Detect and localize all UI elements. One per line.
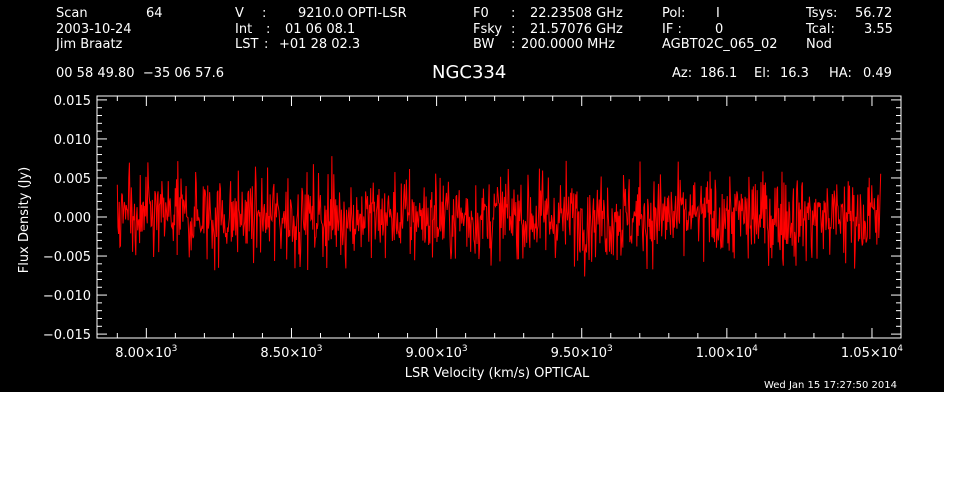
y-axis-title: Flux Density (Jy) <box>17 167 32 273</box>
bandwidth-separator: : <box>511 37 516 52</box>
elevation-value: 16.3 <box>780 66 809 81</box>
spectrum-plot-window: Scan 64 2003-10-24 Jim Braatz V : 9210.0… <box>0 0 944 392</box>
y-tick-label: −0.010 <box>43 289 91 304</box>
observing-mode: Nod <box>806 37 832 52</box>
integration-value: 01 06 08.1 <box>285 22 356 37</box>
x-tick-label: 1.00×104 <box>696 344 758 361</box>
velocity-label: V <box>235 6 244 21</box>
y-tick-label: −0.015 <box>43 328 91 343</box>
source-coordinates: 00 58 49.80 −35 06 57.6 <box>56 66 225 81</box>
sky-frequency-label: Fsky <box>473 22 503 37</box>
y-tick-label: 0.015 <box>54 94 91 109</box>
y-tick-label: 0.000 <box>54 211 91 226</box>
if-label: IF : <box>662 22 682 37</box>
rest-frequency-label: F0 <box>473 6 489 21</box>
axis-tick-layer <box>97 96 902 338</box>
x-tick-label: 8.50×103 <box>260 344 322 361</box>
date-stamp: Wed Jan 15 17:27:50 2014 <box>764 380 897 391</box>
velocity-value: 9210.0 OPTI-LSR <box>298 6 407 21</box>
observation-date: 2003-10-24 <box>56 22 132 37</box>
axis-label-layer: 8.00×103 8.50×103 9.00×103 9.50×103 1.00×104… <box>43 94 903 361</box>
integration-separator: : <box>266 22 271 37</box>
spectrum-trace <box>116 156 882 277</box>
rest-frequency-separator: : <box>511 6 516 21</box>
lst-value: +01 28 02.3 <box>279 37 361 52</box>
integration-label: Int <box>235 22 253 37</box>
x-axis-title: LSR Velocity (km/s) OPTICAL <box>405 366 590 381</box>
x-tick-label: 8.00×103 <box>115 344 177 361</box>
tsys-value: 56.72 <box>855 6 893 21</box>
scan-label: Scan <box>56 6 88 21</box>
spectrum-trace-layer <box>116 156 882 277</box>
x-tick-label: 9.00×103 <box>406 344 468 361</box>
hour-angle-label: HA: <box>829 66 852 81</box>
sky-frequency-value: 21.57076 GHz <box>530 22 623 37</box>
bandwidth-value: 200.0000 MHz <box>521 37 615 52</box>
bandwidth-label: BW <box>473 37 495 52</box>
velocity-separator: : <box>262 6 267 21</box>
rest-frequency-value: 22.23508 GHz <box>530 6 623 21</box>
project-id: AGBT02C_065_02 <box>662 37 778 52</box>
polarization-value: I <box>716 6 720 21</box>
lst-label: LST <box>235 37 259 52</box>
if-value: 0 <box>715 22 724 37</box>
polarization-label: Pol: <box>662 6 686 21</box>
elevation-label: El: <box>754 66 771 81</box>
sky-frequency-separator: : <box>511 22 516 37</box>
tcal-value: 3.55 <box>864 22 893 37</box>
spectrum-chart: 8.00×103 8.50×103 9.00×103 9.50×103 1.00×104… <box>17 94 903 391</box>
lst-separator: : <box>264 37 269 52</box>
y-tick-label: 0.010 <box>54 133 91 148</box>
hour-angle-value: 0.49 <box>863 66 892 81</box>
y-tick-label: −0.005 <box>43 250 91 265</box>
observer-name: Jim Braatz <box>56 37 123 52</box>
object-name: NGC334 <box>432 62 507 83</box>
y-tick-label: 0.005 <box>54 172 91 187</box>
scan-number: 64 <box>146 6 163 21</box>
tsys-label: Tsys: <box>806 6 838 21</box>
tcal-label: Tcal: <box>806 22 835 37</box>
x-tick-label: 1.05×104 <box>841 344 903 361</box>
azimuth-value: 186.1 <box>700 66 738 81</box>
azimuth-label: Az: <box>672 66 693 81</box>
x-tick-label: 9.50×103 <box>551 344 613 361</box>
